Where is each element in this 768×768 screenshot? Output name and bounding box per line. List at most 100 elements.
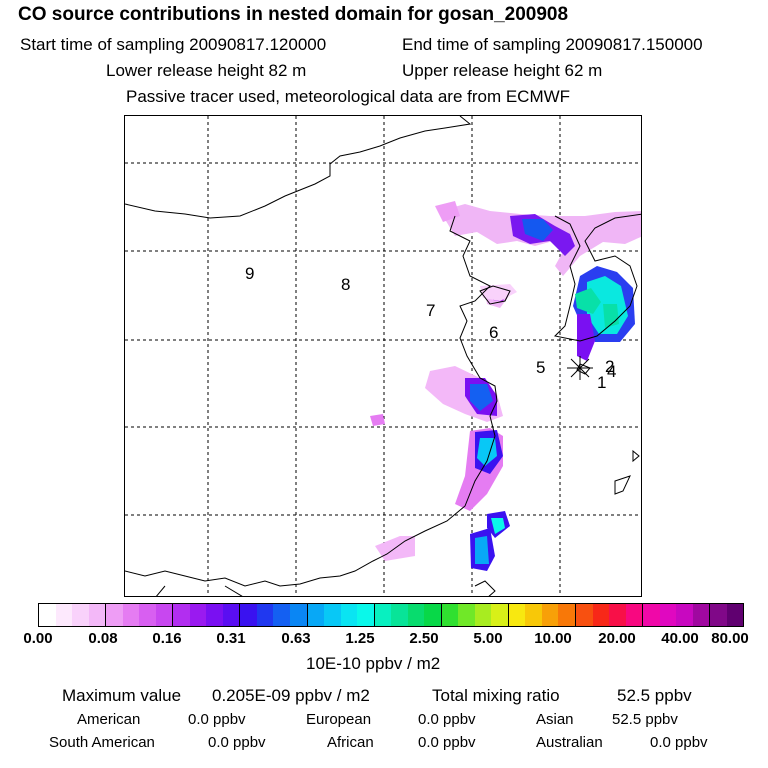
region-label-9: 9 xyxy=(245,264,255,283)
color-scale-swatch xyxy=(525,604,542,626)
total-mixing-label: Total mixing ratio xyxy=(432,686,560,705)
source-value-asian: 52.5 ppbv xyxy=(612,711,678,728)
source-value-south-american: 0.0 ppbv xyxy=(208,734,266,751)
upper-release-height: Upper release height 62 m xyxy=(402,61,603,80)
color-scale-swatch xyxy=(625,604,643,626)
scale-tick: 0.00 xyxy=(23,630,53,647)
color-scale-swatch xyxy=(240,604,257,626)
lat-lon-grid xyxy=(125,116,641,596)
color-scale-swatch xyxy=(576,604,593,626)
color-scale-swatch xyxy=(391,604,408,626)
color-scale-divider xyxy=(239,604,241,626)
scale-tick: 0.16 xyxy=(152,630,182,647)
scale-tick: 80.00 xyxy=(711,630,749,647)
source-value-american: 0.0 ppbv xyxy=(188,711,246,728)
coastlines xyxy=(125,116,641,596)
source-name-american: American xyxy=(77,711,141,728)
end-time: End time of sampling 20090817.150000 xyxy=(402,35,703,54)
color-scale-swatch xyxy=(289,604,307,626)
color-scale-swatch xyxy=(441,604,459,626)
region-label-5: 5 xyxy=(536,358,546,377)
color-scale-swatch xyxy=(710,604,727,626)
color-scale-bar xyxy=(38,603,744,627)
color-scale-swatch xyxy=(592,604,610,626)
color-scale-divider xyxy=(575,604,576,626)
scale-tick: 40.00 xyxy=(661,630,699,647)
color-scale-divider xyxy=(642,604,644,626)
color-scale-swatch xyxy=(692,604,710,626)
source-name-asian: Asian xyxy=(536,711,574,728)
color-scale-swatch xyxy=(676,604,693,626)
color-scale-swatch xyxy=(491,604,508,626)
color-scale-swatch xyxy=(72,604,89,626)
scale-tick: 10.00 xyxy=(534,630,572,647)
source-value-european: 0.0 ppbv xyxy=(418,711,476,728)
color-scale-swatch xyxy=(424,604,441,626)
color-scale-swatch xyxy=(155,604,173,626)
lower-release-height: Lower release height 82 m xyxy=(106,61,307,80)
scale-tick: 5.00 xyxy=(473,630,503,647)
color-scale-divider xyxy=(440,604,442,626)
region-label-1: 1 xyxy=(597,373,607,392)
color-scale-swatch xyxy=(206,604,223,626)
color-scale-swatch xyxy=(558,604,575,626)
scale-tick: 20.00 xyxy=(598,630,636,647)
color-scale-swatch xyxy=(173,604,190,626)
source-name-european: European xyxy=(306,711,372,728)
color-scale-swatch xyxy=(374,604,392,626)
region-label-6: 6 xyxy=(489,323,499,342)
color-scale-swatch xyxy=(222,604,240,626)
scale-tick: 0.08 xyxy=(88,630,118,647)
region-label-2: 2 xyxy=(605,357,615,376)
color-scale-divider xyxy=(709,604,711,626)
color-scale-swatch xyxy=(458,604,475,626)
color-scale-divider xyxy=(172,604,174,626)
color-scale-swatch xyxy=(340,604,358,626)
color-scale-swatch xyxy=(357,604,374,626)
color-scale-swatch xyxy=(189,604,207,626)
receptor-star-icon xyxy=(567,356,593,380)
color-scale-swatch xyxy=(407,604,425,626)
source-name-south-american: South American xyxy=(49,734,155,751)
color-scale-swatch xyxy=(609,604,626,626)
source-value-australian: 0.0 ppbv xyxy=(650,734,708,751)
color-scale-swatch xyxy=(324,604,341,626)
color-scale-swatch xyxy=(643,604,660,626)
scale-tick: 1.25 xyxy=(345,630,375,647)
scale-unit: 10E-10 ppbv / m2 xyxy=(306,654,441,673)
color-scale-swatch xyxy=(256,604,274,626)
source-name-african: African xyxy=(327,734,374,751)
region-label-4: 4 xyxy=(607,362,617,381)
color-scale-swatch xyxy=(474,604,492,626)
scale-tick: 0.31 xyxy=(216,630,246,647)
color-scale-swatch xyxy=(55,604,73,626)
color-scale-swatch xyxy=(508,604,526,626)
map-title: CO source contributions in nested domain… xyxy=(18,4,569,25)
color-scale-swatch xyxy=(659,604,677,626)
source-name-australian: Australian xyxy=(536,734,603,751)
color-scale-swatch xyxy=(88,604,106,626)
max-value-label: Maximum value xyxy=(62,686,182,705)
color-scale-swatch xyxy=(106,604,123,626)
region-label-7: 7 xyxy=(426,301,436,320)
start-time: Start time of sampling 20090817.120000 xyxy=(20,35,327,54)
scale-tick: 0.63 xyxy=(281,630,311,647)
color-scale-divider xyxy=(306,604,308,626)
scale-tick: 2.50 xyxy=(409,630,439,647)
color-scale-swatch xyxy=(122,604,140,626)
color-scale-swatch xyxy=(726,604,744,626)
map-panel: 9 8 7 6 5 1 2 4 xyxy=(124,115,642,597)
color-scale-divider xyxy=(105,604,107,626)
color-scale-divider xyxy=(507,604,509,626)
max-value: 0.205E-09 ppbv / m2 xyxy=(212,686,370,705)
region-label-8: 8 xyxy=(341,275,351,294)
tracer-note: Passive tracer used, meteorological data… xyxy=(126,87,571,106)
color-scale-swatch xyxy=(273,604,290,626)
total-mixing-value: 52.5 ppbv xyxy=(617,686,692,705)
map-canvas xyxy=(125,116,641,596)
color-scale-swatch xyxy=(541,604,559,626)
color-scale-swatch xyxy=(39,604,56,626)
source-value-african: 0.0 ppbv xyxy=(418,734,476,751)
color-scale-swatch xyxy=(307,604,325,626)
color-scale-divider xyxy=(373,604,375,626)
